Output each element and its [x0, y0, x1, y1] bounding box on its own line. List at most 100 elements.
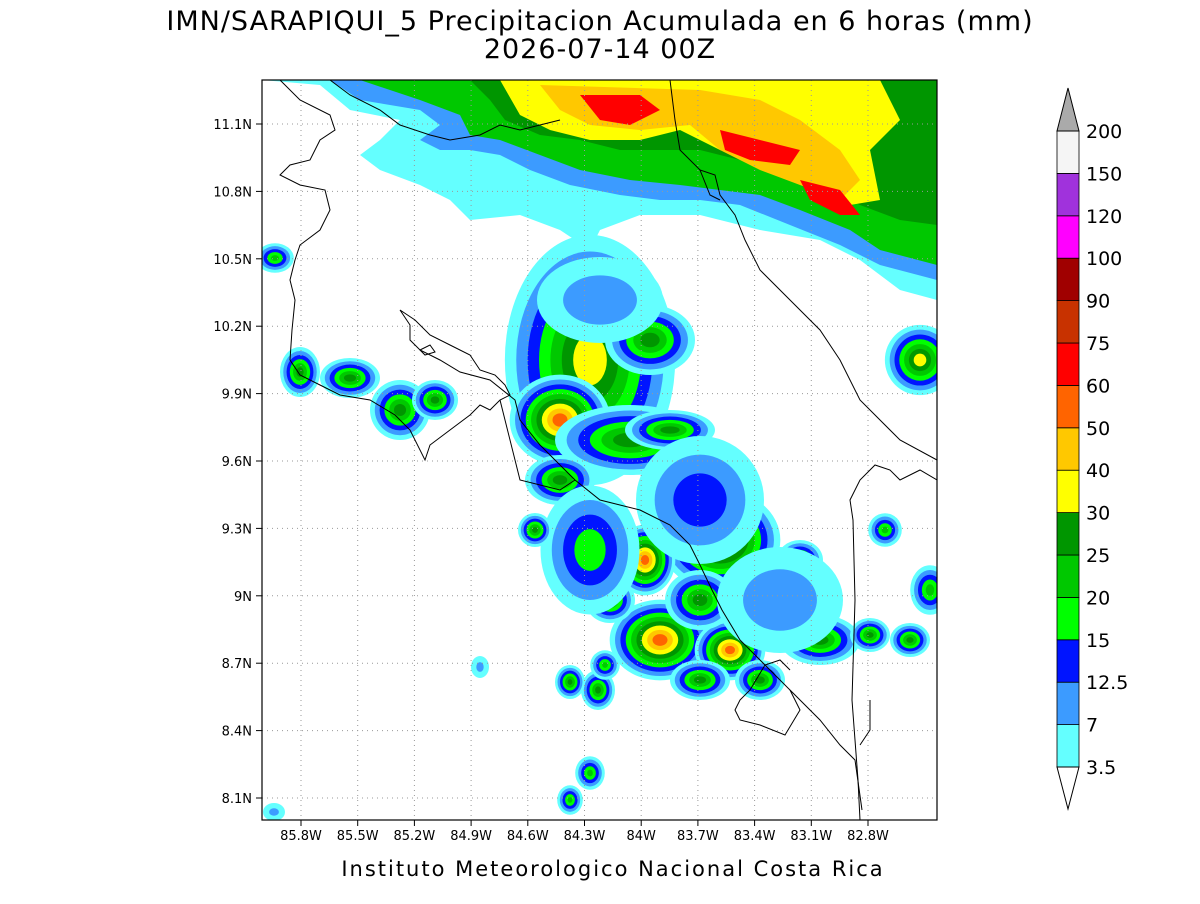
- colorbar-label: 90: [1086, 291, 1110, 313]
- precip-area: [720, 130, 800, 165]
- precip-cell: [602, 662, 608, 668]
- colorbar-swatch: [1056, 215, 1080, 259]
- map-frame: [261, 79, 938, 821]
- lat-label: 9.3N: [222, 522, 252, 537]
- lat-label: 8.7N: [222, 657, 252, 672]
- precip-cell: [269, 808, 279, 816]
- lat-label: 11.1N: [213, 118, 252, 133]
- lat-label: 8.4N: [222, 725, 252, 740]
- precip-cell: [881, 526, 889, 534]
- colorbar-label: 120: [1086, 206, 1122, 228]
- precip-cell: [296, 367, 304, 377]
- lat-label: 10.2N: [213, 320, 252, 335]
- lat-label: 9N: [234, 590, 252, 605]
- lat-label: 10.8N: [213, 185, 252, 200]
- colorbar-label: 60: [1086, 375, 1110, 397]
- colorbar-swatch: [1056, 427, 1080, 471]
- lat-label: 9.9N: [222, 388, 252, 403]
- precip-cell: [552, 475, 568, 485]
- colorbar-swatch: [1056, 130, 1080, 174]
- precip-cell: [866, 632, 874, 638]
- precip-area: [580, 95, 660, 125]
- lon-label: 85.5W: [337, 829, 379, 844]
- colorbar-swatch: [1056, 384, 1080, 429]
- colorbar-label: 3.5: [1086, 757, 1116, 779]
- precip-cell: [652, 634, 668, 646]
- grid: 11.1N 10.8N 10.5N 10.2N 9.9N 9.6N 9.3N 9N 8.7N 8.…: [213, 80, 937, 844]
- precip-cell: [755, 676, 765, 684]
- lon-label: 85.2W: [393, 829, 435, 844]
- precip-cell: [913, 353, 927, 367]
- colorbar: 3.5 7 12.5 15 20 25 30 40 50 60 75 90 100 120 150 200: [1056, 87, 1128, 811]
- precip-cell: [693, 676, 707, 684]
- colorbar-label: 75: [1086, 333, 1110, 355]
- colorbar-swatch: [1056, 724, 1080, 768]
- precip-cell: [640, 332, 660, 348]
- colorbar-swatch: [1056, 342, 1080, 386]
- lon-label: 83.4W: [734, 829, 776, 844]
- precip-cell: [906, 637, 914, 643]
- precip-cell: [567, 797, 573, 803]
- precip-cell: [573, 334, 607, 386]
- footer: Instituto Meteorologico Nacional Costa R…: [341, 857, 884, 881]
- precip-cell: [476, 662, 484, 672]
- colorbar-swatch: [1056, 639, 1080, 683]
- colorbar-label: 7: [1086, 715, 1098, 737]
- colorbar-over: [1056, 87, 1080, 132]
- colorbar-swatch: [1056, 681, 1080, 726]
- colorbar-swatch: [1056, 172, 1080, 217]
- colorbar-label: 25: [1086, 545, 1110, 567]
- precip-cell: [660, 426, 680, 434]
- precip-cell: [595, 686, 601, 694]
- colorbar-swatch: [1056, 469, 1080, 514]
- precip-cell: [925, 584, 935, 596]
- precipitation-field: [262, 80, 937, 820]
- colorbar-label: 40: [1086, 460, 1110, 482]
- colorbar-label: 200: [1086, 121, 1122, 143]
- lon-label: 85.8W: [280, 829, 322, 844]
- title-line-1: IMN/SARAPIQUI_5 Precipitacion Acumulada …: [166, 6, 1033, 37]
- precip-cell: [271, 255, 279, 261]
- precip-cell: [640, 555, 650, 565]
- precip-cell: [673, 473, 727, 527]
- colorbar-swatch: [1056, 257, 1080, 302]
- colorbar-label: 150: [1086, 163, 1122, 185]
- colorbar-label: 20: [1086, 587, 1110, 609]
- title-line-2: 2026-07-14 00Z: [484, 34, 716, 65]
- precip-cell: [574, 529, 606, 571]
- colorbar-label: 50: [1086, 418, 1110, 440]
- precip-cell: [532, 527, 538, 533]
- lon-label: 84.3W: [564, 829, 606, 844]
- lat-label: 9.6N: [222, 455, 252, 470]
- coastline: [279, 80, 937, 820]
- colorbar-under: [1056, 766, 1080, 811]
- precip-cell: [343, 374, 357, 382]
- precip-cell: [552, 413, 568, 427]
- precip-cell: [692, 593, 708, 607]
- precip-cell: [430, 396, 440, 404]
- colorbar-label: 100: [1086, 248, 1122, 270]
- precip-cell: [587, 769, 593, 777]
- colorbar-label: 30: [1086, 503, 1110, 525]
- lon-label: 83.7W: [677, 829, 719, 844]
- precip-area: [800, 180, 860, 215]
- precip-cell: [725, 645, 735, 655]
- colorbar-swatch: [1056, 512, 1080, 556]
- colorbar-label: 12.5: [1086, 672, 1128, 694]
- lon-label: 84.9W: [450, 829, 492, 844]
- precip-cell: [567, 679, 573, 685]
- precip-cell: [563, 275, 637, 325]
- lon-label: 84W: [626, 829, 656, 844]
- precip-cell: [743, 569, 817, 631]
- colorbar-swatch: [1056, 597, 1080, 641]
- colorbar-swatch: [1056, 554, 1080, 598]
- lon-label: 82.8W: [847, 829, 889, 844]
- colorbar-swatch: [1056, 300, 1080, 344]
- lat-label: 8.1N: [222, 792, 252, 807]
- lon-label: 83.1W: [790, 829, 832, 844]
- colorbar-label: 15: [1086, 630, 1110, 652]
- lon-label: 84.6W: [507, 829, 549, 844]
- precip-cell: [393, 403, 407, 417]
- lat-label: 10.5N: [213, 253, 252, 268]
